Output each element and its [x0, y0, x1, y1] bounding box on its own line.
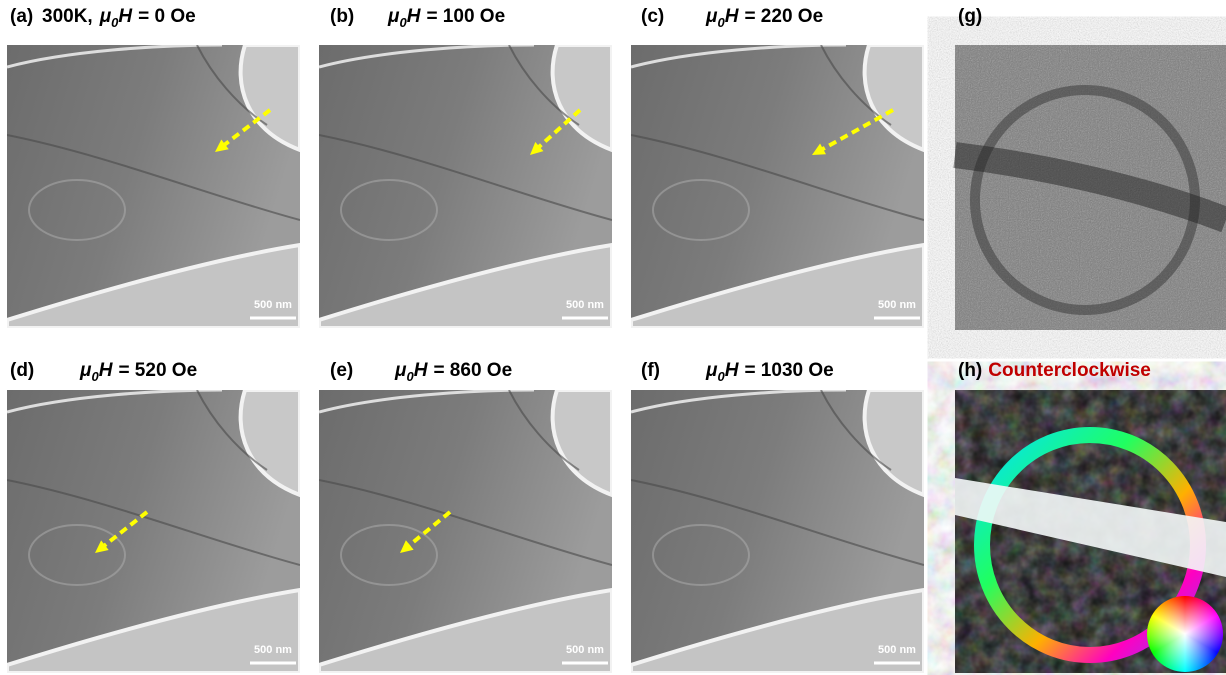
panel-label: (h) — [958, 360, 982, 381]
figure-canvas: (g) (h) Counterclockwise 500 nm (a) 300K, μ0… — [0, 0, 1226, 675]
field-value: = 100 Oe — [426, 6, 505, 27]
field-caption: μ0H= 860 Oe — [394, 360, 512, 384]
scale-bar-label: 500 nm — [254, 644, 292, 656]
panel-label: (a) — [10, 6, 33, 27]
field-caption: μ0H= 520 Oe — [79, 360, 197, 384]
field-variable: H — [725, 6, 740, 27]
field-variable: H — [725, 360, 740, 381]
panel-label: (d) — [10, 360, 34, 381]
field-caption: μ0H= 220 Oe — [705, 6, 823, 30]
panel-g — [955, 45, 1226, 330]
field-variable: H — [414, 360, 429, 381]
tem-panel: 500 nm — [319, 390, 612, 673]
panel-label: (g) — [958, 6, 982, 27]
field-value: = 220 Oe — [744, 6, 823, 27]
scale-bar-label: 500 nm — [878, 644, 916, 656]
field-value: = 860 Oe — [433, 360, 512, 381]
panel-label: (c) — [641, 6, 664, 27]
tem-image — [319, 45, 612, 328]
scale-bar-label: 500 nm — [566, 644, 604, 656]
panel-title: Counterclockwise — [988, 360, 1151, 381]
field-caption: μ0H= 1030 Oe — [705, 360, 834, 384]
tem-image — [631, 45, 924, 328]
tem-panel: 500 nm — [631, 45, 924, 328]
field-value: = 1030 Oe — [744, 360, 833, 381]
tem-panel: 500 nm — [631, 390, 924, 673]
scale-bar-label: 500 nm — [566, 299, 604, 311]
field-value: = 0 Oe — [138, 6, 196, 27]
field-symbol: μ — [705, 6, 718, 27]
color-wheel — [1147, 596, 1223, 672]
panel-label: (f) — [641, 360, 660, 381]
figure: (g) (h) Counterclockwise 500 nm (a) 300K, μ0… — [0, 0, 1226, 675]
panel-label: (b) — [330, 6, 354, 27]
panel-label: (h) Counterclockwise — [958, 360, 1151, 381]
field-symbol: μ — [79, 360, 92, 381]
tem-panel: 500 nm — [7, 390, 300, 673]
field-value: = 520 Oe — [118, 360, 197, 381]
field-symbol: μ — [387, 6, 400, 27]
field-variable: H — [118, 6, 133, 27]
tem-image — [7, 45, 300, 328]
field-caption: μ0H= 100 Oe — [387, 6, 505, 30]
field-variable: H — [407, 6, 422, 27]
field-symbol: μ — [99, 6, 112, 27]
field-variable: H — [99, 360, 114, 381]
tem-image — [631, 390, 924, 673]
field-caption: 300K,μ0H= 0 Oe — [42, 6, 196, 30]
tem-panel: 500 nm — [7, 45, 300, 328]
temperature: 300K, — [42, 6, 93, 27]
tem-panel: 500 nm — [319, 45, 612, 328]
field-symbol: μ — [705, 360, 718, 381]
scale-bar-label: 500 nm — [878, 299, 916, 311]
tem-image — [7, 390, 300, 673]
field-symbol: μ — [394, 360, 407, 381]
panel-label: (e) — [330, 360, 353, 381]
scale-bar-label: 500 nm — [254, 299, 292, 311]
tem-image — [319, 390, 612, 673]
